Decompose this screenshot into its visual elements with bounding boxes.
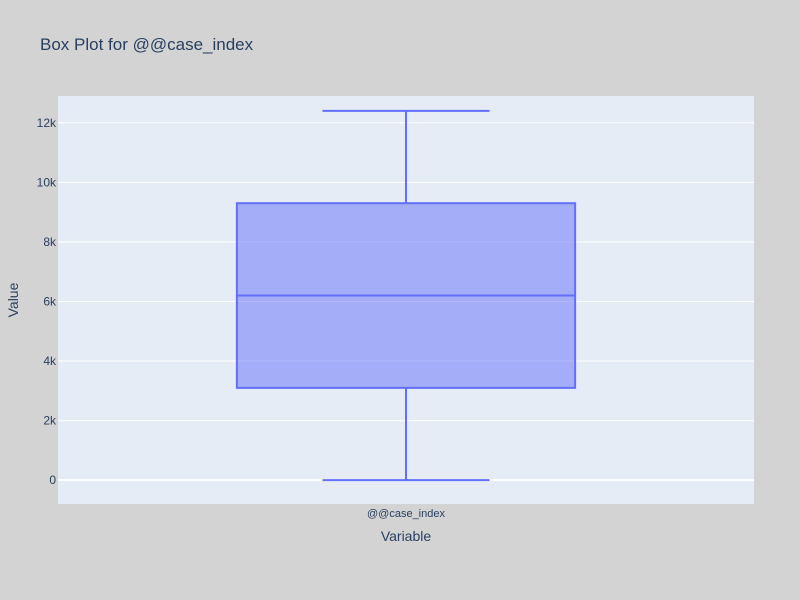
- x-tick-label: @@case_index: [367, 508, 445, 520]
- box-0: [235, 109, 577, 482]
- y-tick-label: 2k: [43, 414, 57, 428]
- y-tick-label: 0: [49, 473, 56, 487]
- y-tick-label: 10k: [37, 175, 57, 189]
- y-tick-label: 8k: [43, 235, 57, 249]
- y-tick-label: 6k: [43, 294, 57, 308]
- x-axis-title: Variable: [381, 528, 432, 544]
- y-axis-ticks: 0 2k 4k 6k 8k 10k 12k: [37, 116, 57, 487]
- y-tick-label: 12k: [37, 116, 57, 130]
- box-series: [235, 109, 577, 482]
- y-axis-title: Value: [5, 282, 21, 317]
- chart-title: Box Plot for @@case_index: [40, 35, 254, 54]
- y-tick-label: 4k: [43, 354, 57, 368]
- x-axis-ticks: @@case_index: [367, 508, 445, 520]
